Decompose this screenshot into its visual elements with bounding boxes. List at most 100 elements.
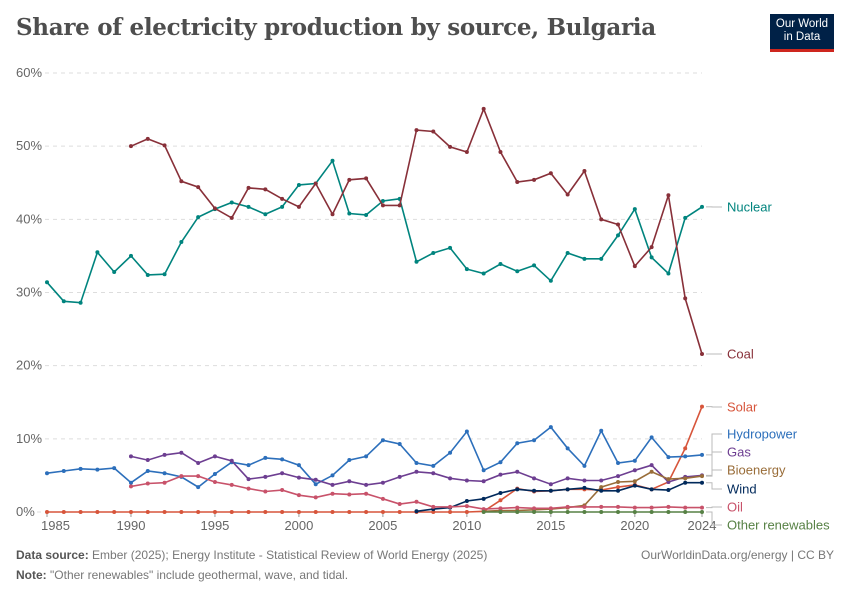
data-point-wind[interactable] xyxy=(632,483,637,488)
data-point-solar[interactable] xyxy=(700,404,704,409)
data-point-gas[interactable] xyxy=(330,482,335,487)
data-point-nuclear[interactable] xyxy=(347,211,352,216)
data-point-coal[interactable] xyxy=(128,144,133,149)
data-point-oil[interactable] xyxy=(179,474,184,479)
data-point-gas[interactable] xyxy=(464,478,469,483)
data-point-gas[interactable] xyxy=(582,478,587,483)
data-point-oil[interactable] xyxy=(565,504,570,509)
data-point-nuclear[interactable] xyxy=(78,300,83,305)
data-point-gas[interactable] xyxy=(364,482,369,487)
data-point-gas[interactable] xyxy=(347,479,352,484)
data-point-coal[interactable] xyxy=(414,128,419,133)
data-point-coal[interactable] xyxy=(464,150,469,155)
data-point-oil[interactable] xyxy=(599,504,604,509)
data-point-solar[interactable] xyxy=(380,510,385,514)
series-label-solar[interactable]: Solar xyxy=(727,400,758,415)
data-point-solar[interactable] xyxy=(347,510,352,514)
data-point-oil[interactable] xyxy=(162,480,167,485)
data-point-hydropower[interactable] xyxy=(481,468,486,473)
data-point-nuclear[interactable] xyxy=(632,207,637,212)
data-point-coal[interactable] xyxy=(145,136,150,141)
data-point-nuclear[interactable] xyxy=(263,212,268,217)
data-point-bioenergy[interactable] xyxy=(666,477,671,482)
data-point-other-renewables[interactable] xyxy=(498,510,503,514)
data-point-oil[interactable] xyxy=(397,501,402,506)
data-point-other-renewables[interactable] xyxy=(582,510,587,514)
data-point-wind[interactable] xyxy=(582,485,587,490)
data-point-oil[interactable] xyxy=(280,488,285,493)
data-point-other-renewables[interactable] xyxy=(565,510,570,514)
data-point-nuclear[interactable] xyxy=(196,215,201,220)
data-point-gas[interactable] xyxy=(212,454,217,459)
data-point-solar[interactable] xyxy=(128,510,133,514)
data-point-oil[interactable] xyxy=(330,491,335,496)
data-point-nuclear[interactable] xyxy=(431,250,436,255)
data-point-solar[interactable] xyxy=(162,510,167,514)
data-point-nuclear[interactable] xyxy=(280,204,285,209)
data-point-gas[interactable] xyxy=(649,463,654,468)
data-point-hydropower[interactable] xyxy=(347,458,352,463)
data-point-hydropower[interactable] xyxy=(498,460,503,465)
series-label-coal[interactable]: Coal xyxy=(727,347,754,362)
data-point-nuclear[interactable] xyxy=(548,278,553,283)
data-point-oil[interactable] xyxy=(700,505,704,510)
data-point-other-renewables[interactable] xyxy=(683,510,688,514)
data-point-hydropower[interactable] xyxy=(145,469,150,474)
data-point-oil[interactable] xyxy=(364,491,369,496)
data-point-hydropower[interactable] xyxy=(565,446,570,451)
data-point-oil[interactable] xyxy=(498,506,503,511)
data-point-wind[interactable] xyxy=(498,490,503,495)
data-point-coal[interactable] xyxy=(313,181,318,186)
data-point-oil[interactable] xyxy=(632,505,637,510)
data-point-hydropower[interactable] xyxy=(666,455,671,460)
data-point-bioenergy[interactable] xyxy=(683,476,688,481)
data-point-other-renewables[interactable] xyxy=(599,510,604,514)
data-point-coal[interactable] xyxy=(582,169,587,174)
data-point-wind[interactable] xyxy=(616,488,621,493)
data-point-wind[interactable] xyxy=(649,487,654,492)
data-point-hydropower[interactable] xyxy=(431,463,436,468)
data-point-solar[interactable] xyxy=(364,510,369,514)
data-point-other-renewables[interactable] xyxy=(616,510,621,514)
data-point-solar[interactable] xyxy=(397,510,402,514)
data-point-coal[interactable] xyxy=(565,192,570,197)
data-point-other-renewables[interactable] xyxy=(666,510,671,514)
data-point-hydropower[interactable] xyxy=(95,467,100,472)
data-point-hydropower[interactable] xyxy=(212,471,217,476)
data-point-nuclear[interactable] xyxy=(179,240,184,245)
series-line-coal[interactable] xyxy=(130,106,703,355)
data-point-gas[interactable] xyxy=(313,477,318,482)
data-point-coal[interactable] xyxy=(212,206,217,211)
data-point-gas[interactable] xyxy=(179,450,184,455)
data-point-nuclear[interactable] xyxy=(414,259,419,264)
series-label-gas[interactable]: Gas xyxy=(727,445,751,460)
data-point-nuclear[interactable] xyxy=(616,233,621,238)
data-point-gas[interactable] xyxy=(296,475,301,480)
series-line-bioenergy[interactable] xyxy=(483,470,703,513)
data-point-nuclear[interactable] xyxy=(565,250,570,255)
data-point-hydropower[interactable] xyxy=(162,471,167,476)
data-point-oil[interactable] xyxy=(666,504,671,509)
data-point-wind[interactable] xyxy=(565,487,570,492)
data-point-solar[interactable] xyxy=(229,510,234,514)
data-point-oil[interactable] xyxy=(414,499,419,504)
data-point-gas[interactable] xyxy=(498,472,503,477)
data-point-coal[interactable] xyxy=(515,180,520,185)
data-point-gas[interactable] xyxy=(162,452,167,457)
data-point-nuclear[interactable] xyxy=(464,267,469,272)
data-point-oil[interactable] xyxy=(616,504,621,509)
data-point-gas[interactable] xyxy=(616,474,621,479)
data-point-oil[interactable] xyxy=(263,489,268,494)
data-point-oil[interactable] xyxy=(380,496,385,501)
data-point-nuclear[interactable] xyxy=(683,215,688,220)
data-point-coal[interactable] xyxy=(246,185,251,190)
series-label-hydropower[interactable]: Hydropower xyxy=(727,427,798,442)
series-label-nuclear[interactable]: Nuclear xyxy=(727,200,772,215)
data-point-gas[interactable] xyxy=(145,458,150,463)
data-point-coal[interactable] xyxy=(548,171,553,176)
data-point-coal[interactable] xyxy=(498,150,503,155)
site-license-link[interactable]: OurWorldinData.org/energy | CC BY xyxy=(641,548,834,562)
data-point-solar[interactable] xyxy=(179,510,184,514)
data-point-hydropower[interactable] xyxy=(700,452,704,457)
data-point-oil[interactable] xyxy=(448,504,453,509)
